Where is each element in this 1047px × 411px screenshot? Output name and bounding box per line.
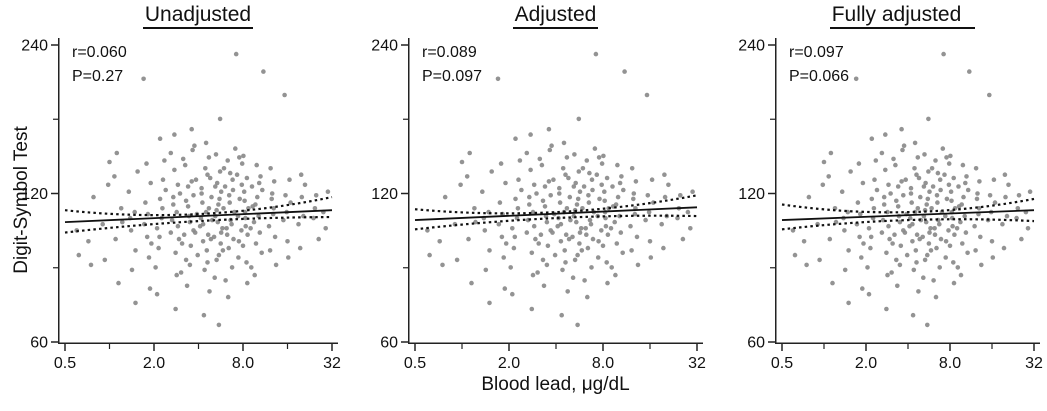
plot-area-unadjusted: 0.5 2.0 8.0 32 240 120 60 r=0.060 P=0.27 xyxy=(21,38,341,373)
x-axis-title: Blood lead, μg/dL xyxy=(481,374,630,395)
svg-text:8.0: 8.0 xyxy=(232,355,254,372)
svg-text:120: 120 xyxy=(371,186,398,203)
svg-text:60: 60 xyxy=(747,335,765,352)
svg-text:32: 32 xyxy=(323,355,341,372)
svg-text:60: 60 xyxy=(380,335,398,352)
svg-text:0.5: 0.5 xyxy=(771,355,793,372)
scatter-chart-unadjusted: 0.5 2.0 8.0 32 240 120 60 xyxy=(21,38,341,373)
panel-title-text: Adjusted xyxy=(512,3,599,29)
svg-text:120: 120 xyxy=(738,186,765,203)
panel-fully-adjusted: Fully adjusted 0.5 2.0 8.0 32 240 120 60 r=0.0… xyxy=(738,2,1043,373)
p-value: P=0.097 xyxy=(422,68,483,85)
stats-annotation-adjusted: r=0.089 P=0.097 xyxy=(422,41,482,89)
p-value: P=0.066 xyxy=(789,68,850,85)
panel-title-text: Fully adjusted xyxy=(829,3,976,29)
panel-title-text: Unadjusted xyxy=(142,3,254,29)
stats-annotation-unadjusted: r=0.060 P=0.27 xyxy=(72,41,127,89)
panel-title-unadjusted: Unadjusted xyxy=(58,2,338,30)
r-value: r=0.060 xyxy=(72,44,127,61)
svg-text:60: 60 xyxy=(30,335,48,352)
panel-title-adjusted: Adjusted xyxy=(408,2,703,30)
svg-text:0.5: 0.5 xyxy=(404,355,426,372)
scatter-chart-adjusted: 0.5 2.0 8.0 32 240 120 60 xyxy=(371,38,706,373)
stats-annotation-fully-adjusted: r=0.097 P=0.066 xyxy=(789,41,849,89)
r-value: r=0.097 xyxy=(789,44,844,61)
svg-text:120: 120 xyxy=(21,186,48,203)
svg-text:240: 240 xyxy=(371,38,398,55)
svg-text:240: 240 xyxy=(21,38,48,55)
panel-unadjusted: Unadjusted 0.5 2.0 8.0 32 240 120 60 r=0.060 P… xyxy=(21,2,341,373)
svg-text:0.5: 0.5 xyxy=(54,355,76,372)
plot-area-fully-adjusted: 0.5 2.0 8.0 32 240 120 60 r=0.097 P=0.066 xyxy=(738,38,1043,373)
p-value: P=0.27 xyxy=(72,68,124,85)
panel-adjusted: Adjusted 0.5 2.0 8.0 32 240 120 60 r=0.089 P=0… xyxy=(371,2,706,373)
plot-area-adjusted: 0.5 2.0 8.0 32 240 120 60 r=0.089 P=0.097 xyxy=(371,38,706,373)
svg-text:32: 32 xyxy=(1025,355,1043,372)
r-value: r=0.089 xyxy=(422,44,477,61)
svg-text:32: 32 xyxy=(688,355,706,372)
svg-text:8.0: 8.0 xyxy=(939,355,961,372)
svg-text:2.0: 2.0 xyxy=(143,355,165,372)
svg-text:2.0: 2.0 xyxy=(855,355,877,372)
svg-text:8.0: 8.0 xyxy=(592,355,614,372)
svg-text:240: 240 xyxy=(738,38,765,55)
svg-text:2.0: 2.0 xyxy=(498,355,520,372)
scatter-chart-fully-adjusted: 0.5 2.0 8.0 32 240 120 60 xyxy=(738,38,1043,373)
panel-title-fully-adjusted: Fully adjusted xyxy=(775,2,1040,30)
